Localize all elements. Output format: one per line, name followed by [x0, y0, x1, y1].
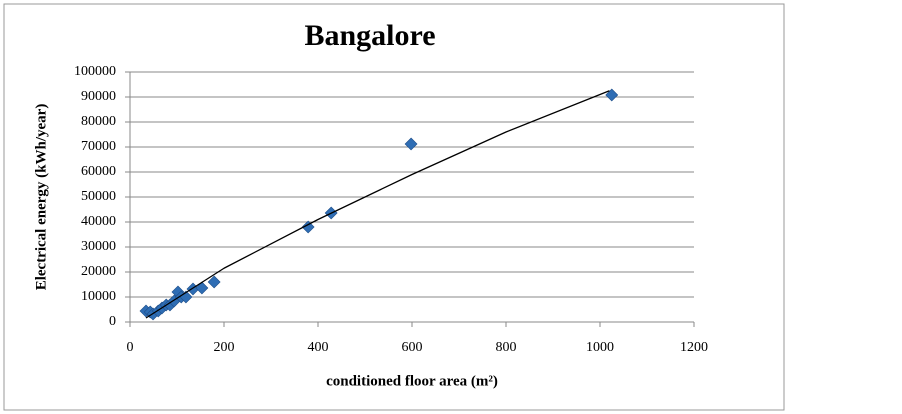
y-tick-label: 90000: [81, 89, 116, 104]
x-tick-label: 600: [402, 340, 423, 355]
y-tick-label: 40000: [81, 214, 116, 229]
y-tick-label: 10000: [81, 289, 116, 304]
data-point: [404, 137, 418, 151]
y-tick-label: 0: [109, 314, 116, 329]
x-tick-label: 400: [308, 340, 329, 355]
data-point: [301, 220, 315, 234]
x-tick-label: 200: [214, 340, 235, 355]
data-point: [605, 88, 619, 102]
y-tick-label: 70000: [81, 139, 116, 154]
y-tick-label: 50000: [81, 189, 116, 204]
y-tick-label: 100000: [74, 64, 116, 79]
y-axis-label: Electrical energy (kWh/year): [33, 104, 49, 291]
x-tick-label: 1200: [680, 340, 708, 355]
y-tick-label: 30000: [81, 239, 116, 254]
x-tick-label: 0: [127, 340, 134, 355]
data-point: [207, 275, 221, 289]
y-tick-label: 20000: [81, 264, 116, 279]
chart-border: [3, 3, 785, 411]
x-tick-label: 800: [496, 340, 517, 355]
y-tick-label: 60000: [81, 164, 116, 179]
y-tick-label: 80000: [81, 114, 116, 129]
x-axis-label: conditioned floor area (m²): [326, 373, 498, 389]
chart-title: Bangalore: [304, 19, 435, 52]
trendline: [145, 90, 610, 319]
x-tick-label: 1000: [586, 340, 614, 355]
